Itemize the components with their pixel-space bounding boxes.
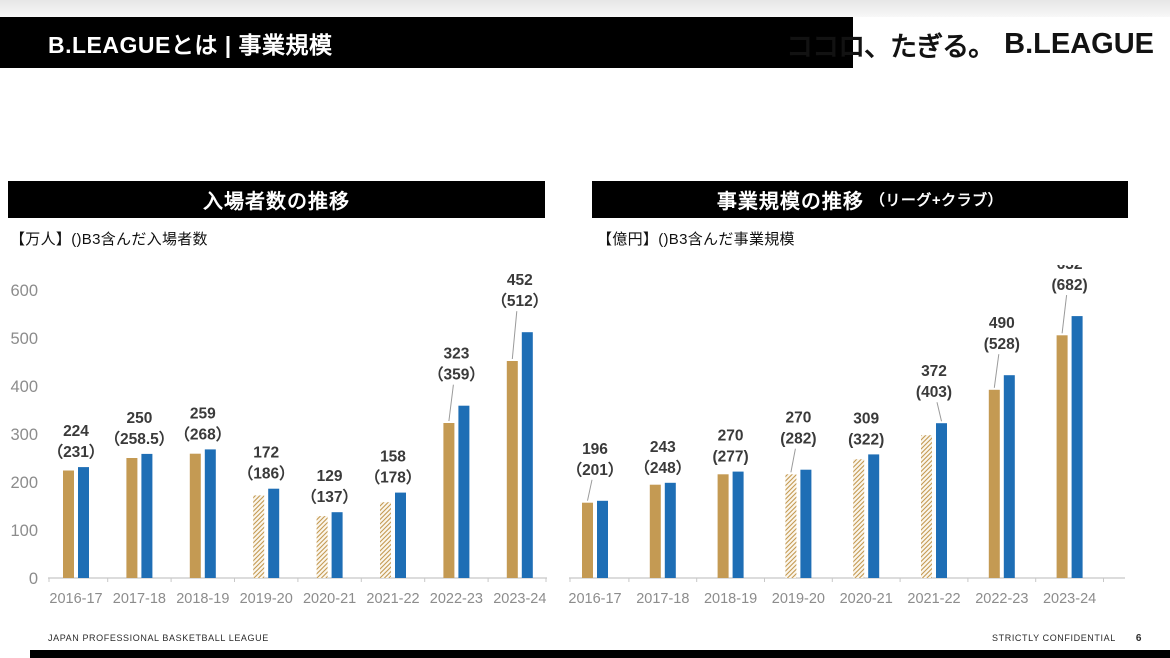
svg-text:（178）: （178） [365,469,422,487]
svg-text:(528): (528) [984,336,1020,353]
business-chart-title-suffix: （リーグ+クラブ） [869,192,1004,209]
svg-text:129: 129 [317,468,343,485]
svg-text:(282): (282) [780,431,816,448]
svg-text:(277): (277) [713,449,749,466]
svg-text:2018-19: 2018-19 [176,591,229,607]
footer-league-name: JAPAN PROFESSIONAL BASKETBALL LEAGUE [48,633,269,643]
svg-text:2017-18: 2017-18 [636,591,689,607]
svg-text:300: 300 [10,426,38,444]
logo-tagline: ココロ、たぎる。 [786,31,995,62]
business-chart-unit-note: 【億円】()B3含んだ事業規模 [597,231,795,248]
svg-text:（258.5）: （258.5） [105,430,175,448]
svg-text:490: 490 [989,315,1015,332]
svg-text:2020-21: 2020-21 [840,591,893,607]
svg-text:（359）: （359） [428,366,485,384]
business-chart-title: 事業規模の推移 [716,191,864,213]
svg-text:（268）: （268） [174,425,231,443]
page-title: B.LEAGUEとは | 事業規模 [48,31,333,58]
svg-text:224: 224 [63,423,89,440]
svg-text:2023-24: 2023-24 [493,591,546,607]
svg-text:500: 500 [10,330,38,348]
svg-text:632: 632 [1057,265,1083,273]
svg-text:323: 323 [443,346,469,363]
svg-text:（231）: （231） [48,443,105,461]
svg-text:2022-23: 2022-23 [430,591,483,607]
svg-text:243: 243 [650,439,676,456]
svg-text:158: 158 [380,449,406,466]
svg-text:(322): (322) [848,431,884,448]
svg-text:0: 0 [29,570,38,588]
svg-text:（512）: （512） [491,292,548,310]
footer-confidential: STRICTLY CONFIDENTIAL 6 [992,633,1142,644]
attendance-chart-unit-note: 【万人】()B3含んだ入場者数 [10,231,208,248]
svg-text:452: 452 [507,272,533,289]
footer-black-bar [30,650,1170,658]
svg-text:259: 259 [190,405,216,422]
attendance-bar-chart: 0 100 200 300 400 500 600 2016-17 224 （231） 2017-1… [0,265,555,620]
svg-text:(682): (682) [1052,277,1088,294]
svg-text:2017-18: 2017-18 [113,591,166,607]
svg-text:2019-20: 2019-20 [240,591,293,607]
logo-brand-text: B.LEAGUE [1004,27,1154,60]
svg-text:200: 200 [10,474,38,492]
svg-text:600: 600 [10,282,38,300]
business-chart-title-bar: 事業規模の推移 （リーグ+クラブ） [592,181,1128,218]
svg-text:2022-23: 2022-23 [975,591,1028,607]
window-top-strip [0,0,1170,17]
svg-text:250: 250 [126,410,152,427]
svg-text:2023-24: 2023-24 [1043,591,1096,607]
svg-text:（137）: （137） [301,488,358,506]
bleague-logo: ココロ、たぎる。 B.LEAGUE [786,26,1154,62]
svg-text:2019-20: 2019-20 [772,591,825,607]
svg-text:100: 100 [10,522,38,540]
svg-text:2016-17: 2016-17 [568,591,621,607]
svg-text:2016-17: 2016-17 [49,591,102,607]
svg-text:270: 270 [718,428,744,445]
svg-text:172: 172 [253,445,279,462]
svg-text:2021-22: 2021-22 [907,591,960,607]
footer-confidential-label: STRICTLY CONFIDENTIAL [992,633,1116,643]
attendance-chart-title-bar: 入場者数の推移 [8,181,545,218]
svg-text:（201）: （201） [567,461,624,479]
svg-text:2018-19: 2018-19 [704,591,757,607]
svg-text:（248）: （248） [634,459,691,477]
footer-page-number: 6 [1135,633,1142,644]
header-bar: B.LEAGUEとは | 事業規模 [0,17,853,68]
svg-text:372: 372 [921,363,947,380]
attendance-chart-title: 入場者数の推移 [203,191,350,213]
svg-text:2021-22: 2021-22 [366,591,419,607]
svg-text:(403): (403) [916,384,952,401]
svg-text:270: 270 [785,410,811,427]
svg-text:309: 309 [853,410,879,427]
svg-text:（186）: （186） [238,465,295,483]
business-bar-chart: 2016-17 196 （201） 2017-18 243 （248） 2018-19 270… [565,256,1170,620]
svg-text:2020-21: 2020-21 [303,591,356,607]
svg-text:196: 196 [582,441,608,458]
svg-text:400: 400 [10,378,38,396]
